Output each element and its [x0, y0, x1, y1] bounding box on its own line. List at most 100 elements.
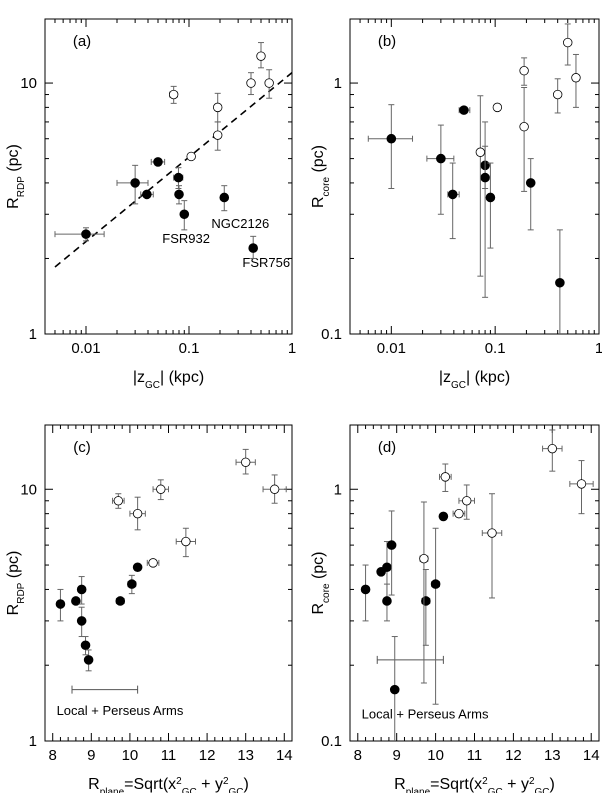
- x-tick-label: 1: [595, 340, 602, 357]
- open-marker: [419, 553, 429, 564]
- data-point-filled: [248, 235, 258, 259]
- x-axis-label-part: + y: [503, 776, 529, 793]
- open-marker: [168, 89, 179, 100]
- y-tick-label: 1: [29, 733, 37, 750]
- filled-marker: [76, 584, 87, 595]
- open-marker: [269, 484, 280, 494]
- y-tick-label: 10: [20, 481, 37, 498]
- data-point-open: [235, 448, 256, 475]
- data-point-filled: [140, 189, 154, 200]
- x-tick-label: 9: [87, 747, 95, 764]
- data-point-filled: [426, 124, 455, 215]
- open-marker: [487, 528, 497, 538]
- x-axis-label-part: |z: [133, 369, 145, 386]
- x-tick-label: 0.1: [179, 340, 200, 357]
- x-tick-label: 13: [544, 747, 561, 764]
- y-tick-label: 0.1: [321, 326, 342, 343]
- y-axis-label-part: R: [5, 604, 22, 616]
- filled-marker: [76, 616, 87, 626]
- panel-tag: (c): [73, 439, 91, 456]
- open-marker: [454, 508, 464, 519]
- annotation-label: NGC2126: [211, 216, 269, 231]
- y-axis-label-part: R: [310, 196, 327, 208]
- x-axis-label-part: 2: [482, 776, 488, 787]
- panel-tag: (a): [73, 33, 91, 50]
- x-axis-label-part: 2: [176, 776, 182, 787]
- filled-marker: [360, 584, 371, 595]
- data-point-filled: [367, 104, 414, 190]
- data-point-open: [475, 95, 486, 277]
- data-point-filled: [132, 562, 143, 573]
- x-tick-label: 13: [237, 747, 254, 764]
- data-point-filled: [173, 167, 184, 190]
- data-point-open: [419, 501, 429, 684]
- x-axis-label-part: ): [550, 776, 555, 793]
- data-point-open: [129, 496, 146, 531]
- filled-marker: [525, 178, 536, 188]
- x-axis-label-part: ): [244, 776, 249, 793]
- data-point-filled: [360, 564, 371, 622]
- filled-marker: [142, 189, 152, 200]
- data-point-open: [256, 42, 266, 69]
- data-point-filled: [389, 636, 400, 741]
- open-marker: [264, 78, 274, 88]
- x-tick-label: 8: [49, 747, 57, 764]
- x-tick-label: 14: [276, 747, 293, 764]
- x-tick-label: 11: [161, 747, 177, 764]
- x-tick-label: 11: [467, 747, 483, 764]
- panel-tag: (b): [378, 33, 396, 50]
- open-marker: [462, 496, 472, 506]
- filled-marker: [555, 277, 565, 288]
- x-tick-label: 0.01: [71, 340, 100, 357]
- x-tick-label: 8: [354, 747, 362, 764]
- filled-marker: [447, 189, 458, 200]
- x-axis-label-part: 2: [529, 776, 535, 787]
- open-marker: [563, 37, 573, 48]
- y-axis-label-part: (pc): [310, 551, 327, 583]
- data-point-open: [492, 102, 503, 113]
- y-axis-label-part: core: [321, 177, 332, 197]
- filled-marker: [174, 189, 184, 200]
- data-point-filled: [485, 162, 496, 249]
- filled-marker: [132, 562, 143, 573]
- data-point-open: [264, 69, 274, 99]
- open-marker: [256, 51, 266, 61]
- data-point-open: [168, 85, 179, 104]
- x-axis-label-part: =Sqrt(x: [430, 776, 482, 793]
- open-marker: [186, 151, 196, 162]
- open-marker: [148, 558, 158, 568]
- data-point-filled: [447, 162, 460, 240]
- x-axis-label-part: plane: [406, 787, 431, 794]
- plot-frame: [44, 18, 293, 335]
- y-axis-label: RRDP (pc): [5, 144, 27, 209]
- open-marker: [246, 78, 256, 88]
- data-point-filled: [83, 649, 94, 672]
- data-point-filled: [115, 596, 126, 606]
- filled-marker: [436, 153, 446, 164]
- x-tick-label: 10: [122, 747, 139, 764]
- filled-marker: [130, 178, 140, 188]
- data-point-filled: [71, 596, 81, 606]
- chart-panel-a: 0.01 0.1 1 1 10 |zGC| (kpc) RRDP (pc) (a) FSR932…: [5, 18, 296, 391]
- panel-tag: (d): [378, 439, 396, 456]
- x-tick-label: 10: [427, 747, 444, 764]
- x-axis-label-part: GC: [451, 380, 466, 391]
- open-marker: [475, 147, 486, 157]
- data-point-filled: [150, 157, 166, 167]
- filled-marker: [421, 596, 431, 606]
- data-point-filled: [116, 164, 149, 205]
- y-axis-label-part: R: [310, 603, 327, 615]
- filled-marker: [382, 596, 392, 606]
- open-marker: [213, 102, 223, 113]
- y-axis-label: Rcore (pc): [310, 145, 332, 208]
- y-axis-label: Rcore (pc): [310, 551, 332, 614]
- data-point-filled: [80, 636, 91, 656]
- data-point-filled: [382, 583, 392, 622]
- x-axis-label-part: | (kpc): [160, 369, 204, 386]
- filled-marker: [173, 172, 184, 183]
- filled-marker: [430, 579, 441, 589]
- data-point-open: [213, 92, 223, 123]
- annotation-label: FSR932: [162, 231, 210, 246]
